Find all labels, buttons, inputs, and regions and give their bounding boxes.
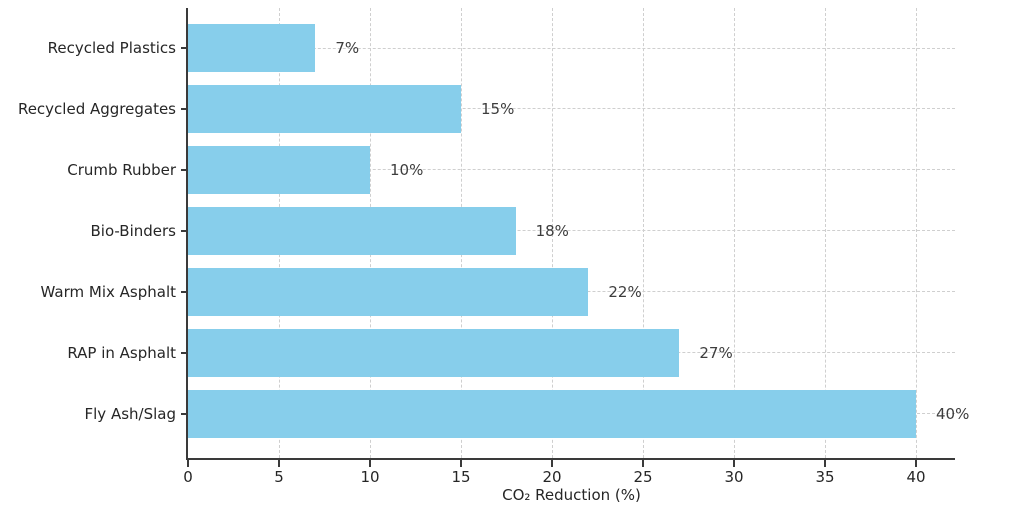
y-axis-category-label: Warm Mix Asphalt — [40, 282, 176, 301]
y-axis-tick — [181, 290, 188, 293]
vertical-gridline — [916, 8, 917, 458]
x-axis-tick-label: 20 — [542, 468, 562, 486]
y-axis-tick — [181, 229, 188, 232]
x-axis-title: CO₂ Reduction (%) — [502, 486, 641, 504]
bar-value-label: 18% — [535, 221, 569, 240]
bar-warm-mix-asphalt — [188, 267, 589, 316]
y-axis-tick — [181, 107, 188, 110]
x-axis-tick — [187, 460, 189, 467]
bar-rap-in-asphalt — [188, 328, 680, 377]
x-axis-tick-label: 10 — [360, 468, 380, 486]
x-axis-tick-label: 30 — [724, 468, 744, 486]
horizontal-gridline — [188, 47, 955, 49]
horizontal-gridline — [188, 108, 955, 110]
x-axis-tick-label: 0 — [183, 468, 193, 486]
y-axis-category-label: Bio-Binders — [90, 221, 177, 240]
x-axis-spine — [186, 458, 955, 460]
vertical-gridline — [552, 8, 553, 458]
bar-bio-binders — [188, 206, 516, 255]
x-axis-tick-label: 15 — [451, 468, 471, 486]
y-axis-tick — [181, 351, 188, 354]
horizontal-gridline — [188, 169, 955, 171]
x-axis-tick-label: 25 — [633, 468, 653, 486]
bar-value-label: 7% — [335, 39, 360, 57]
bar-recycled-aggregates — [188, 84, 461, 133]
x-axis-tick — [824, 460, 826, 467]
bar-value-label: 40% — [936, 404, 970, 423]
horizontal-gridline — [188, 230, 955, 232]
bar-value-label: 22% — [608, 282, 642, 301]
y-axis-category-label: Recycled Plastics — [47, 39, 176, 57]
x-axis-tick — [733, 460, 735, 467]
y-axis-category-label: Crumb Rubber — [67, 160, 176, 179]
x-axis-tick — [460, 460, 462, 467]
vertical-gridline — [643, 8, 644, 458]
x-axis-tick-label: 5 — [274, 468, 284, 486]
bar-value-label: 10% — [390, 160, 424, 179]
y-axis-tick — [181, 168, 188, 171]
x-axis-tick — [278, 460, 280, 467]
vertical-gridline — [825, 8, 826, 458]
x-axis-tick — [642, 460, 644, 467]
bar-crumb-rubber — [188, 145, 370, 194]
bar-fly-ash-slag — [188, 389, 916, 438]
y-axis-spine — [186, 8, 188, 460]
x-axis-tick-label: 35 — [815, 468, 835, 486]
y-axis-tick — [181, 412, 188, 415]
x-axis-tick — [915, 460, 917, 467]
x-axis-tick — [369, 460, 371, 467]
x-axis-tick-label: 40 — [906, 468, 926, 486]
vertical-gridline — [734, 8, 735, 458]
y-axis-category-label: RAP in Asphalt — [67, 343, 176, 362]
y-axis-category-label: Recycled Aggregates — [17, 99, 176, 118]
y-axis-category-label: Fly Ash/Slag — [84, 404, 176, 423]
bar-recycled-plastics — [188, 24, 316, 72]
bar-value-label: 15% — [481, 99, 515, 118]
bar-value-label: 27% — [699, 343, 733, 362]
y-axis-tick — [181, 47, 188, 49]
x-axis-tick — [551, 460, 553, 467]
